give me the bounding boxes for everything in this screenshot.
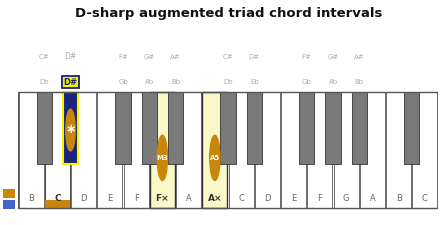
Bar [386, 92, 411, 208]
Bar [97, 92, 122, 208]
Text: Ab: Ab [145, 79, 154, 85]
Text: A#: A# [354, 54, 365, 60]
Text: D#: D# [63, 78, 77, 87]
Text: A: A [370, 194, 375, 203]
Text: E: E [107, 194, 113, 203]
Text: C#: C# [223, 54, 233, 60]
Text: C: C [54, 194, 61, 203]
Bar [150, 92, 175, 208]
Circle shape [66, 109, 75, 151]
Bar [168, 92, 183, 164]
Text: Db: Db [40, 79, 49, 85]
Text: A: A [186, 194, 191, 203]
Bar [307, 92, 333, 208]
Text: D-sharp augmented triad chord intervals: D-sharp augmented triad chord intervals [75, 7, 383, 20]
Bar [202, 92, 227, 208]
Bar [3, 189, 15, 198]
Text: C: C [238, 194, 244, 203]
Text: G: G [343, 194, 349, 203]
Bar [142, 92, 157, 164]
Bar [299, 92, 314, 164]
Text: D: D [81, 194, 87, 203]
Bar [360, 92, 385, 208]
Bar [247, 92, 262, 164]
Text: A#: A# [170, 54, 181, 60]
Text: B: B [396, 194, 402, 203]
Text: F#: F# [302, 54, 312, 60]
Text: B: B [28, 194, 34, 203]
Bar [115, 92, 131, 164]
Bar [220, 92, 235, 164]
Bar [281, 92, 306, 208]
Text: D: D [264, 194, 271, 203]
Text: basicmusictheory.com: basicmusictheory.com [7, 79, 11, 137]
Text: Bb: Bb [171, 79, 180, 85]
Circle shape [210, 135, 220, 180]
Text: D#: D# [249, 54, 260, 60]
Text: F×: F× [156, 194, 169, 203]
Text: F: F [134, 194, 139, 203]
Text: Eb: Eb [250, 79, 259, 85]
Text: Bb: Bb [355, 79, 364, 85]
Text: C: C [422, 194, 428, 203]
Text: Ab: Ab [328, 79, 337, 85]
Text: D#: D# [64, 52, 77, 61]
Bar [334, 92, 359, 208]
Text: C#: C# [39, 54, 50, 60]
Text: Gb: Gb [118, 79, 128, 85]
Text: F#: F# [118, 54, 128, 60]
Bar [228, 92, 254, 208]
Bar [412, 92, 437, 208]
Bar [18, 92, 44, 208]
Bar [124, 92, 149, 208]
Bar [352, 92, 367, 164]
Bar [404, 92, 419, 164]
Text: G#: G# [327, 54, 339, 60]
Bar [45, 200, 70, 208]
Text: ∗: ∗ [65, 123, 76, 136]
Text: E: E [291, 194, 296, 203]
Bar [63, 92, 78, 164]
Circle shape [157, 135, 168, 180]
Bar [71, 92, 96, 208]
Bar [326, 92, 341, 164]
Bar [37, 92, 52, 164]
Text: M3: M3 [157, 155, 168, 161]
Bar [45, 92, 70, 208]
Text: G#: G# [143, 54, 155, 60]
Text: A5: A5 [210, 155, 220, 161]
Bar [18, 92, 438, 208]
Bar [3, 200, 15, 209]
Bar [255, 92, 280, 208]
Text: A×: A× [208, 194, 222, 203]
Text: Db: Db [223, 79, 233, 85]
Bar [176, 92, 201, 208]
Text: Gb: Gb [302, 79, 312, 85]
Text: F: F [317, 194, 323, 203]
